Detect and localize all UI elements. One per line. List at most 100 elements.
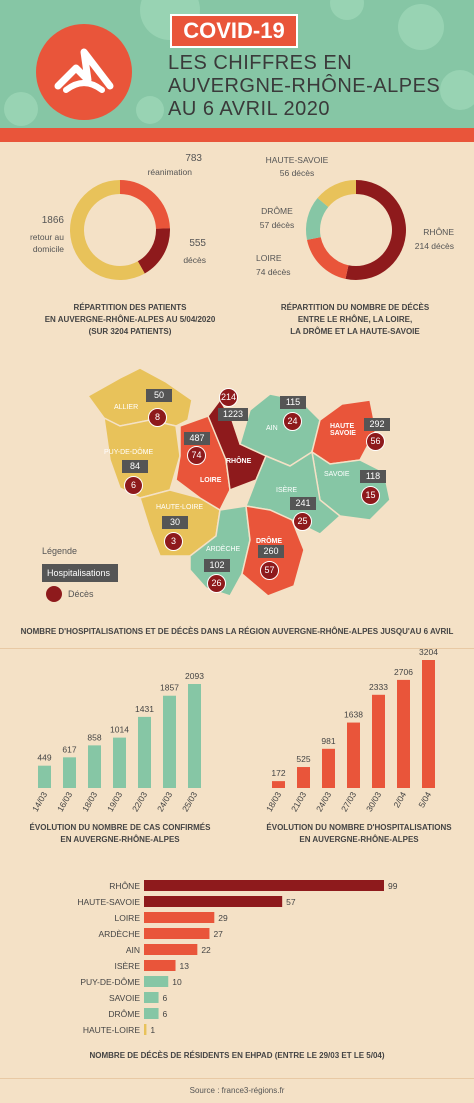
hosp-caption: ÉVOLUTION DU NOMBRE D'HOSPITALISATIONS E… bbox=[254, 822, 464, 846]
hosp-value-label: 172 bbox=[271, 768, 285, 778]
ehpad-category-label: ARDÈCHE bbox=[98, 929, 140, 939]
cases-category-label: 18/03 bbox=[80, 790, 99, 814]
ehpad-bar bbox=[144, 992, 159, 1003]
map-label-ardeche: ARDÈCHE bbox=[206, 546, 241, 553]
map-hosp-ardeche: 102 bbox=[204, 559, 230, 572]
ehpad-category-label: LOIRE bbox=[114, 913, 140, 923]
virus-decoration-icon bbox=[398, 4, 444, 50]
reanimation-value: 783 bbox=[185, 153, 202, 164]
hosp-value-label: 3204 bbox=[419, 647, 438, 657]
hs-value: 56 décès bbox=[279, 168, 315, 178]
ehpad-bar bbox=[144, 880, 384, 891]
map-label-savoie: SAVOIE bbox=[324, 471, 350, 478]
title-line-3: AU 6 AVRIL 2020 bbox=[168, 98, 331, 120]
hosp-value-label: 981 bbox=[321, 736, 335, 746]
cases-bar bbox=[163, 695, 176, 788]
ehpad-value-label: 13 bbox=[180, 961, 190, 971]
map-deces-loire: 74 bbox=[187, 446, 206, 465]
hosp-category-label: 2/04 bbox=[391, 790, 408, 810]
hosp-bar bbox=[272, 781, 285, 788]
hosp-bar-chart: 172 18/03 525 21/03 981 24/03 1638 27/03 2333 30/… bbox=[264, 647, 438, 814]
hosp-caption-line: EN AUVERGNE-RHÔNE-ALPES bbox=[299, 835, 419, 844]
legend-deces-swatch bbox=[46, 586, 62, 602]
hosp-bar bbox=[422, 660, 435, 788]
ehpad-bar bbox=[144, 944, 198, 955]
map-hosp-allier: 50 bbox=[146, 389, 172, 402]
virus-decoration-icon bbox=[136, 96, 164, 124]
patients-caption-line: EN AUVERGNE-RHÔNE-ALPES AU 5/04/2020 bbox=[44, 315, 216, 324]
ehpad-value-label: 6 bbox=[163, 993, 168, 1003]
ehpad-bar bbox=[144, 976, 169, 987]
deces-caption: RÉPARTITION DU NOMBRE DE DÉCÈS ENTRE LE … bbox=[250, 302, 460, 338]
cases-bar-chart: 449 14/03 617 16/03 858 18/03 1014 19/03 1431 22/… bbox=[30, 671, 204, 814]
legend-title: Légende bbox=[42, 546, 78, 556]
virus-decoration-icon bbox=[4, 92, 38, 126]
map-caption: NOMBRE D'HOSPITALISATIONS ET DE DÉCÈS DA… bbox=[20, 627, 454, 636]
header-accent-bar bbox=[0, 128, 474, 142]
map-hosp-hsavoie: 292 bbox=[364, 418, 390, 431]
patients-donut-chart bbox=[69, 180, 170, 280]
source-text: Source : france3-régions.fr bbox=[189, 1086, 285, 1095]
deces-value: 555 bbox=[189, 238, 206, 249]
deces-caption-line: LA DRÔME ET LA HAUTE-SAVOIE bbox=[290, 327, 420, 336]
cases-category-label: 14/03 bbox=[30, 790, 49, 814]
legend-hospitalisations: Hospitalisations bbox=[42, 564, 118, 582]
cases-bar bbox=[188, 684, 201, 788]
hosp-category-label: 18/03 bbox=[264, 790, 283, 814]
deces-caption-line: RÉPARTITION DU NOMBRE DE DÉCÈS bbox=[280, 303, 430, 312]
map-label-hsavoie: HAUTE SAVOIE bbox=[330, 423, 356, 437]
cases-bar bbox=[138, 716, 151, 788]
cases-value-label: 1014 bbox=[110, 725, 129, 735]
deces-donut-slice bbox=[306, 198, 329, 240]
cases-value-label: 1857 bbox=[160, 683, 179, 693]
cases-category-label: 22/03 bbox=[130, 790, 149, 814]
hosp-category-label: 27/03 bbox=[339, 790, 358, 814]
hosp-caption-line: ÉVOLUTION DU NOMBRE D'HOSPITALISATIONS bbox=[266, 823, 452, 832]
map-hosp-loire: 487 bbox=[184, 432, 210, 445]
cases-caption: ÉVOLUTION DU NOMBRE DE CAS CONFIRMÉS EN … bbox=[20, 822, 220, 846]
map-hosp-drome: 260 bbox=[258, 545, 284, 558]
section-divider bbox=[0, 648, 474, 649]
ehpad-category-label: AIN bbox=[126, 945, 140, 955]
patients-caption-line: (SUR 3204 PATIENTS) bbox=[88, 327, 172, 336]
ehpad-value-label: 10 bbox=[172, 977, 182, 987]
legend-deces: Décès bbox=[68, 589, 94, 599]
map-label-ain: AIN bbox=[266, 425, 278, 432]
hosp-category-label: 5/04 bbox=[416, 790, 433, 810]
cases-bar bbox=[38, 765, 51, 788]
patients-donut-slice bbox=[69, 180, 145, 280]
ehpad-value-label: 22 bbox=[201, 945, 211, 955]
virus-decoration-icon bbox=[330, 0, 364, 20]
patients-donut-slice bbox=[120, 180, 170, 229]
title-line-1: LES CHIFFRES EN bbox=[168, 52, 353, 74]
map-deces-isere: 25 bbox=[293, 512, 312, 531]
map-hosp-puy: 84 bbox=[122, 460, 148, 473]
ehpad-bar-chart: RHÔNE 99 HAUTE-SAVOIE 57 LOIRE 29 ARDÈCHE 27 AIN… bbox=[77, 880, 398, 1035]
map-hosp-hloire: 30 bbox=[162, 516, 188, 529]
cases-bar bbox=[113, 737, 126, 788]
ehpad-value-label: 1 bbox=[150, 1025, 155, 1035]
patients-donut-slice bbox=[137, 228, 170, 274]
hosp-bar bbox=[322, 748, 335, 788]
retour-label-2: domicile bbox=[32, 244, 64, 254]
map-hosp-ain: 115 bbox=[280, 396, 306, 409]
map-deces-rhone: 214 bbox=[219, 388, 238, 407]
map-label-drome: DRÔME bbox=[256, 538, 283, 545]
retour-label-1: retour au bbox=[29, 232, 64, 242]
hosp-category-label: 21/03 bbox=[289, 790, 308, 814]
ehpad-category-label: PUY-DE-DÔME bbox=[80, 977, 140, 987]
deces-donut-slice bbox=[317, 180, 356, 207]
cases-bar bbox=[63, 757, 76, 788]
map-label-allier: ALLIER bbox=[114, 404, 139, 411]
map-deces-drome: 57 bbox=[260, 561, 279, 580]
ehpad-value-label: 27 bbox=[213, 929, 223, 939]
cases-category-label: 24/03 bbox=[155, 790, 174, 814]
deces-donut-slice bbox=[306, 237, 349, 279]
map-label-isere: ISÈRE bbox=[276, 487, 298, 494]
cases-value-label: 2093 bbox=[185, 671, 204, 681]
hs-name: HAUTE-SAVOIE bbox=[265, 155, 329, 165]
title-line-2: AUVERGNE-RHÔNE-ALPES bbox=[168, 75, 441, 97]
loire-name: LOIRE bbox=[256, 253, 282, 263]
ehpad-bar bbox=[144, 1024, 147, 1035]
ehpad-bar bbox=[144, 1008, 159, 1019]
